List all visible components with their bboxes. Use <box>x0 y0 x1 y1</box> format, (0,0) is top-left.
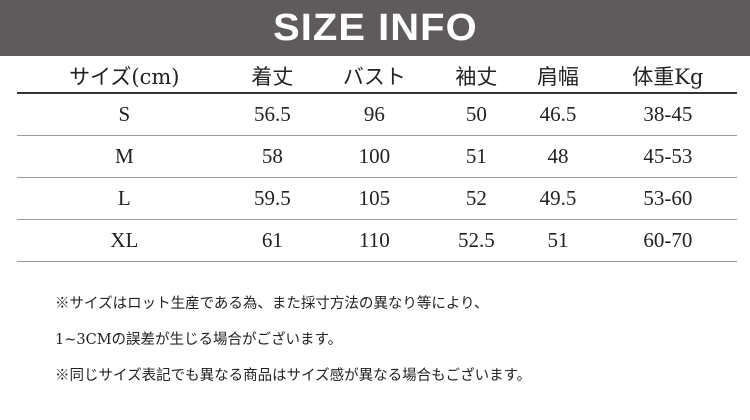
header-cell: 肩幅 <box>536 65 579 89</box>
size-table: サイズ(cm) 着丈 バスト 袖丈 肩幅 体重Kg S 56.5 96 50 46.5 3… <box>17 60 737 262</box>
table-cell: 52.5 <box>457 228 495 252</box>
table-row: M 58 100 51 48 45-53 <box>17 136 737 178</box>
table-row: S 56.5 96 50 46.5 38-45 <box>17 93 737 136</box>
table-cell: 110 <box>358 228 390 252</box>
table-cell: 58 <box>261 144 283 168</box>
table-cell: 60-70 <box>643 228 693 252</box>
table-cell: 52 <box>465 186 487 210</box>
note-line: ※サイズはロット生産である為、また採寸方法の異なり等により、 <box>55 296 489 312</box>
table-cell: 96 <box>363 102 385 126</box>
note-line: ※同じサイズ表記でも異なる商品はサイズ感が異なる場合もございます。 <box>55 368 532 384</box>
table-cell: 49.5 <box>539 186 577 210</box>
table-cell: 56.5 <box>253 102 291 126</box>
title-banner: SIZE INFO <box>0 0 750 56</box>
header-cell: 着丈 <box>251 65 294 89</box>
table-row: L 59.5 105 52 49.5 53-60 <box>17 178 737 220</box>
header-cell: 体重Kg <box>632 65 704 89</box>
table-cell: 38-45 <box>643 102 693 126</box>
table-cell: 50 <box>465 102 487 126</box>
table-cell: 61 <box>261 228 283 252</box>
table-row: XL 61 110 52.5 51 60-70 <box>17 220 737 262</box>
table-cell: XL <box>110 228 139 252</box>
note-line: 1~3CMの誤差が生じる場合がございます。 <box>55 332 343 348</box>
header-cell: バスト <box>342 65 406 89</box>
table-cell: 46.5 <box>539 102 577 126</box>
table-cell: 105 <box>358 186 391 210</box>
notes: ※サイズはロット生産である為、また採寸方法の異なり等により、 1~3CMの誤差が… <box>55 286 531 394</box>
table-cell: 48 <box>547 144 569 168</box>
table-cell: 45-53 <box>643 144 693 168</box>
table-cell: 59.5 <box>253 186 291 210</box>
table-header-row: サイズ(cm) 着丈 バスト 袖丈 肩幅 体重Kg <box>17 60 737 93</box>
table-cell: S <box>118 102 131 126</box>
table-cell: 53-60 <box>643 186 693 210</box>
table-cell: 51 <box>465 144 487 168</box>
table-cell: M <box>114 144 134 168</box>
page-title: SIZE INFO <box>272 6 478 49</box>
header-cell: サイズ(cm) <box>69 65 180 89</box>
table-cell: 51 <box>547 228 569 252</box>
table-cell: L <box>117 186 131 210</box>
table-cell: 100 <box>358 144 391 168</box>
header-cell: 袖丈 <box>455 65 498 89</box>
